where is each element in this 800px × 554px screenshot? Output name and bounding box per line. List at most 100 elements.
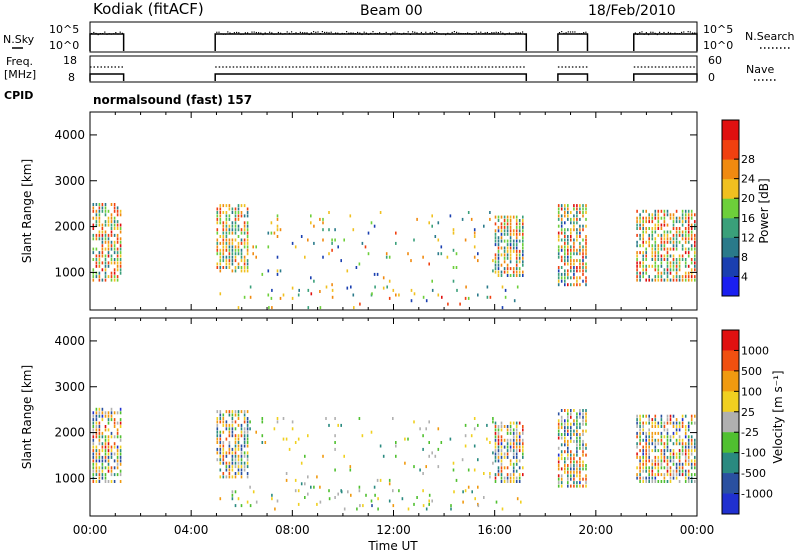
power-cells-0 <box>92 203 122 282</box>
xtick-label-5: 20:00 <box>579 523 614 537</box>
velocity-cells-3 <box>219 490 522 511</box>
velocity-ytick-label-3: 4000 <box>54 334 85 348</box>
velocity-colorbar-swatch-0 <box>722 330 739 351</box>
power-colorbar-swatch-8 <box>722 120 739 141</box>
nsky-interval-3 <box>633 33 698 51</box>
nave-label: Nave <box>746 63 774 76</box>
power-colorbar-tick-label-3: 16 <box>741 212 755 225</box>
velocity-colorbar-swatch-2 <box>722 370 739 392</box>
power-colorbar-swatch-6 <box>722 159 739 180</box>
velocity-ytick-label-0: 1000 <box>54 471 85 485</box>
power-colorbar-tick-label-5: 24 <box>741 173 755 186</box>
cpid-text: normalsound (fast) 157 <box>93 93 252 107</box>
velocity-ytick-label-2: 3000 <box>54 380 85 394</box>
power-colorbar-swatch-2 <box>722 237 739 258</box>
velocity-colorbar-tick-label-3: 25 <box>741 406 755 419</box>
power-ylabel: Slant Range [km] <box>20 159 34 263</box>
velocity-cells-5 <box>557 409 587 488</box>
xtick-label-4: 16:00 <box>477 523 512 537</box>
nsearch-tick-bottom: 10^0 <box>703 39 733 52</box>
nave-tick-bottom: 0 <box>708 71 715 84</box>
xtick-label-3: 12:00 <box>376 523 411 537</box>
xtick-label-1: 04:00 <box>174 523 209 537</box>
velocity-ylabel: Slant Range [km] <box>20 365 34 469</box>
power-colorbar-frame <box>721 119 740 297</box>
velocity-colorbar-tick-label-6: -500 <box>741 467 766 480</box>
power-colorbar-label: Power [dB] <box>757 178 771 243</box>
beam-title: Beam 00 <box>360 3 423 19</box>
nsearch-dots-0 <box>91 31 123 36</box>
nsky-tick-bottom: 10^0 <box>49 39 79 52</box>
power-colorbar-swatch-5 <box>722 178 739 199</box>
velocity-colorbar-swatch-3 <box>722 391 739 413</box>
freq-tick-top: 18 <box>63 54 77 67</box>
power-colorbar-tick-label-4: 20 <box>741 192 755 205</box>
velocity-colorbar-tick-label-2: 100 <box>741 385 762 398</box>
power-colorbar: 4 8 12 16 20 24 28 <box>721 119 755 297</box>
freq-interval-0 <box>89 73 125 81</box>
velocity-cells-6 <box>636 414 696 483</box>
velocity-ytick-label-1: 2000 <box>54 426 85 440</box>
power-cells-2 <box>252 211 494 300</box>
nsearch-dots-3 <box>634 31 698 36</box>
power-cells-4 <box>494 215 524 277</box>
freq-tick-bottom: 8 <box>68 71 75 84</box>
nsky-tick-top: 10^5 <box>49 23 79 36</box>
xtick-label-6: 00:00 <box>680 523 715 537</box>
nave-tick-top: 60 <box>708 54 722 67</box>
power-colorbar-tick-label-1: 8 <box>741 251 748 264</box>
velocity-colorbar-frame <box>721 329 740 515</box>
freq-label-bottom: [MHz] <box>4 68 36 81</box>
velocity-colorbar: 1000 500 100 25 -25 -100 -500 -1000 <box>721 329 773 515</box>
velocity-colorbar-swatch-5 <box>722 432 739 454</box>
velocity-colorbar-tick-label-4: -25 <box>741 426 759 439</box>
power-colorbar-tick-label-0: 4 <box>741 270 748 283</box>
freq-label-top: Freq. <box>6 55 33 68</box>
freq-strip-frame <box>89 55 698 83</box>
power-panel-frame <box>89 111 698 311</box>
power-ytick-label-2: 3000 <box>54 174 85 188</box>
velocity-cells-4 <box>494 421 524 483</box>
date-title: 18/Feb/2010 <box>588 3 676 19</box>
power-cells-1 <box>216 204 249 273</box>
velocity-cells-2 <box>249 417 494 506</box>
power-colorbar-tick-label-2: 12 <box>741 231 755 244</box>
velocity-colorbar-tick-label-7: -1000 <box>741 488 773 501</box>
nsearch-dots-1 <box>216 31 526 36</box>
station-title: Kodiak (fitACF) <box>93 0 204 18</box>
xtick-label-2: 08:00 <box>275 523 310 537</box>
velocity-heatmap <box>92 407 696 511</box>
velocity-colorbar-swatch-1 <box>722 350 739 372</box>
nsearch-tick-top: 10^5 <box>703 23 733 36</box>
nsky-trace <box>89 31 698 51</box>
nsky-interval-2 <box>557 33 589 51</box>
freq-interval-3 <box>633 73 698 81</box>
x-axis-label: Time UT <box>367 539 418 553</box>
velocity-cells-1 <box>216 410 249 479</box>
power-heatmap <box>92 203 696 310</box>
nsky-strip-frame <box>89 21 698 53</box>
power-colorbar-swatch-1 <box>722 256 739 277</box>
freq-interval-1 <box>214 73 528 81</box>
nsearch-dots-2 <box>558 31 587 35</box>
power-ytick-label-0: 1000 <box>54 265 85 279</box>
power-cells-6 <box>636 209 696 282</box>
freq-interval-2 <box>557 73 589 81</box>
power-cells-5 <box>557 204 587 287</box>
power-colorbar-swatch-0 <box>722 276 739 297</box>
velocity-colorbar-label: Velocity [m s⁻¹] <box>771 370 785 463</box>
nsearch-label: N.Search <box>745 30 795 43</box>
velocity-colorbar-tick-label-0: 1000 <box>741 344 769 357</box>
power-ytick-label-3: 4000 <box>54 128 85 142</box>
cpid-label: CPID <box>4 89 33 102</box>
nsky-label: N.Sky <box>3 33 35 46</box>
power-cells-3 <box>219 285 519 310</box>
xtick-label-0: 00:00 <box>73 523 108 537</box>
power-colorbar-tick-label-6: 28 <box>741 153 755 166</box>
velocity-colorbar-tick-label-1: 500 <box>741 365 762 378</box>
power-colorbar-swatch-4 <box>722 198 739 219</box>
velocity-colorbar-tick-label-5: -100 <box>741 447 766 460</box>
power-colorbar-swatch-3 <box>722 217 739 238</box>
velocity-colorbar-swatch-7 <box>722 473 739 495</box>
